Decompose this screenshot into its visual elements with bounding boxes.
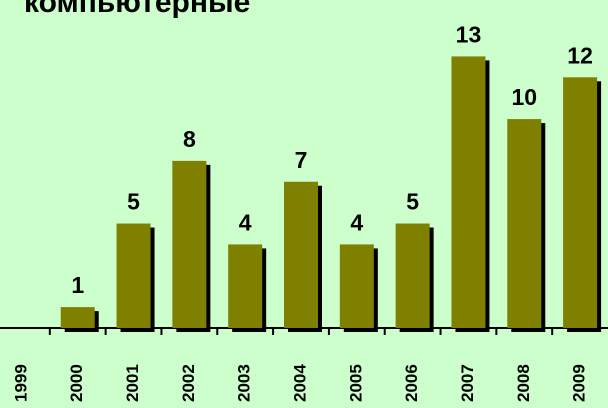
bar xyxy=(172,160,207,328)
value-label: 5 xyxy=(127,189,140,215)
bar xyxy=(451,56,486,328)
value-label: 13 xyxy=(456,21,482,47)
x-tick-label: 2006 xyxy=(402,364,421,402)
x-tick-label: 2000 xyxy=(67,364,86,402)
bar xyxy=(395,223,430,328)
x-tick-label: 2003 xyxy=(235,364,254,402)
bar xyxy=(563,77,598,328)
x-tick-label: 2002 xyxy=(179,364,198,402)
bar xyxy=(507,119,542,329)
value-label: 4 xyxy=(239,209,252,235)
bar xyxy=(228,244,263,328)
value-label: 4 xyxy=(350,209,363,235)
value-label: 12 xyxy=(567,42,593,68)
value-label: 7 xyxy=(295,147,308,173)
value-label: 8 xyxy=(183,126,196,152)
x-tick-label: 2001 xyxy=(123,364,142,402)
bar xyxy=(339,244,374,328)
value-label: 10 xyxy=(511,84,537,110)
x-tick-label: 2007 xyxy=(458,364,477,402)
x-tick-label: 2009 xyxy=(570,364,589,402)
x-tick-label: 2005 xyxy=(346,364,365,402)
bar xyxy=(284,181,318,328)
bar xyxy=(116,223,151,328)
bar xyxy=(60,307,95,328)
x-tick-label: 1999 xyxy=(11,364,30,402)
chart-title: компьютерные xyxy=(24,0,250,19)
value-label: 1 xyxy=(71,272,84,298)
x-tick-label: 2008 xyxy=(514,364,533,402)
value-label: 5 xyxy=(406,189,419,215)
x-tick-label: 2004 xyxy=(290,364,309,402)
